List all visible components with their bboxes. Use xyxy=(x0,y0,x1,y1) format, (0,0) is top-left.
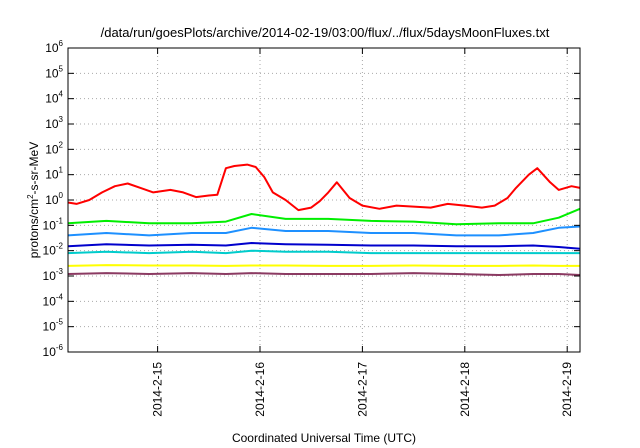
series-line-7 xyxy=(67,272,581,276)
y-tick-label: 10-6 xyxy=(43,343,64,359)
y-axis-ticks: 10-6 10-5 10-4 10-3 10-2 10-1 100 101 102 103 104 1… xyxy=(43,39,580,359)
series-line-2 xyxy=(67,207,581,226)
x-tick-label: 2014-2-15 xyxy=(151,362,165,417)
y-axis-label: protons/cm2-s-sr-MeV xyxy=(26,142,41,258)
y-tick-label: 104 xyxy=(45,90,63,106)
x-axis-label: Coordinated Universal Time (UTC) xyxy=(232,431,416,445)
y-tick-label: 10-4 xyxy=(43,292,64,308)
y-tick-label: 10-1 xyxy=(43,216,64,232)
series-layer xyxy=(67,163,581,276)
grid-lines xyxy=(68,48,580,352)
series-line-1 xyxy=(67,163,581,212)
y-tick-label: 100 xyxy=(45,191,63,207)
plot-frame xyxy=(67,47,581,353)
y-tick-label: 102 xyxy=(45,140,63,156)
y-tick-label: 10-5 xyxy=(43,318,64,334)
series-line-5 xyxy=(67,249,580,255)
x-tick-label: 2014-2-16 xyxy=(253,362,267,417)
y-tick-label: 10-3 xyxy=(43,267,64,283)
series-line-3 xyxy=(67,225,581,237)
series-line-4 xyxy=(67,242,581,250)
series-line-6 xyxy=(67,264,580,267)
chart-title: /data/run/goesPlots/archive/2014-02-19/0… xyxy=(101,25,550,40)
y-tick-label: 10-2 xyxy=(43,242,64,258)
y-tick-label: 101 xyxy=(45,166,63,182)
x-tick-label: 2014-2-19 xyxy=(560,362,574,417)
x-tick-label: 2014-2-17 xyxy=(355,362,369,417)
x-axis-ticks: 2014-2-15 2014-2-16 2014-2-17 2014-2-18 2014… xyxy=(151,48,574,417)
x-tick-label: 2014-2-18 xyxy=(458,362,472,417)
y-tick-label: 106 xyxy=(45,39,63,55)
y-tick-label: 105 xyxy=(45,64,63,80)
y-tick-label: 103 xyxy=(45,115,63,131)
